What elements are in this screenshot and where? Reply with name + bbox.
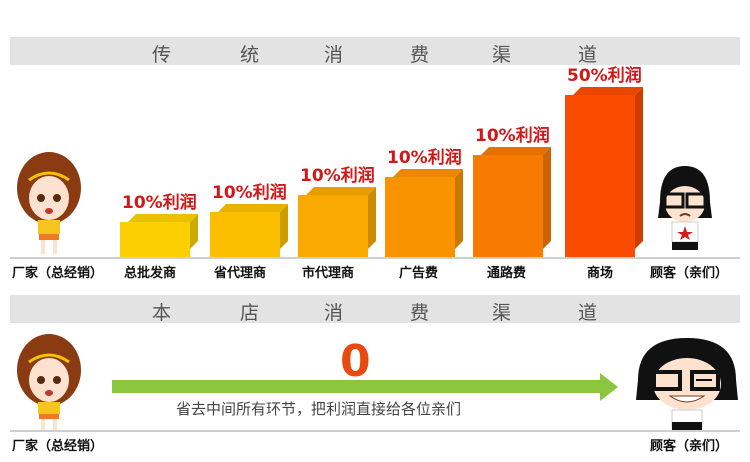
header-char: 道 [578, 44, 598, 66]
customer-crying-illustration [658, 166, 712, 250]
stage-label: 总批发商 [124, 266, 177, 281]
stage-label: 商场 [587, 266, 614, 281]
profit-label: 10%利润 [387, 148, 462, 168]
header-char: 消 [324, 302, 344, 324]
arrow-head-icon [600, 373, 618, 401]
store-channel-header: 本店消费渠道 [10, 295, 740, 324]
profit-label: 10%利润 [122, 193, 197, 213]
store-manufacturer-girl-illustration [17, 334, 81, 430]
profit-label: 50%利润 [567, 66, 642, 86]
direct-channel-note: 省去中间所有环节，把利润直接给各位亲们 [176, 400, 462, 418]
store-customer-winking-illustration [636, 338, 738, 430]
header-char: 渠 [492, 44, 512, 66]
bottom-divider [10, 430, 740, 432]
profit-label: 10%利润 [300, 166, 375, 186]
customer-label: 顾客（亲们） [650, 266, 729, 281]
profit-bar [120, 214, 198, 257]
store-customer-label: 顾客（亲们） [650, 439, 729, 454]
stage-label: 广告费 [399, 266, 439, 281]
manufacturer-girl-illustration [17, 152, 81, 254]
profit-bar [210, 204, 288, 257]
header-char: 传 [152, 44, 172, 66]
header-char: 道 [578, 302, 598, 324]
profit-bar [385, 169, 463, 257]
profit-bar [565, 87, 643, 257]
profit-label: 10%利润 [475, 126, 550, 146]
middle-profit-value: 0 [340, 336, 371, 387]
traditional-channel-header: 传统消费渠道 [10, 37, 740, 66]
manufacturer-label: 厂家（总经销） [12, 266, 104, 281]
header-char: 渠 [492, 302, 512, 324]
header-char: 消 [324, 44, 344, 66]
header-char: 费 [410, 302, 430, 324]
stage-label: 通路费 [487, 266, 527, 281]
profit-bar [298, 187, 376, 257]
stage-label: 市代理商 [302, 266, 355, 281]
direct-arrow-shaft [112, 380, 602, 393]
profit-bar [473, 147, 551, 257]
header-char: 本 [152, 302, 172, 324]
header-char: 费 [410, 44, 430, 66]
header-char: 店 [240, 302, 260, 324]
stage-label: 省代理商 [214, 266, 267, 281]
header-char: 统 [240, 44, 260, 66]
profit-label: 10%利润 [212, 183, 287, 203]
store-manufacturer-label: 厂家（总经销） [12, 439, 104, 454]
baseline-divider [10, 257, 740, 259]
